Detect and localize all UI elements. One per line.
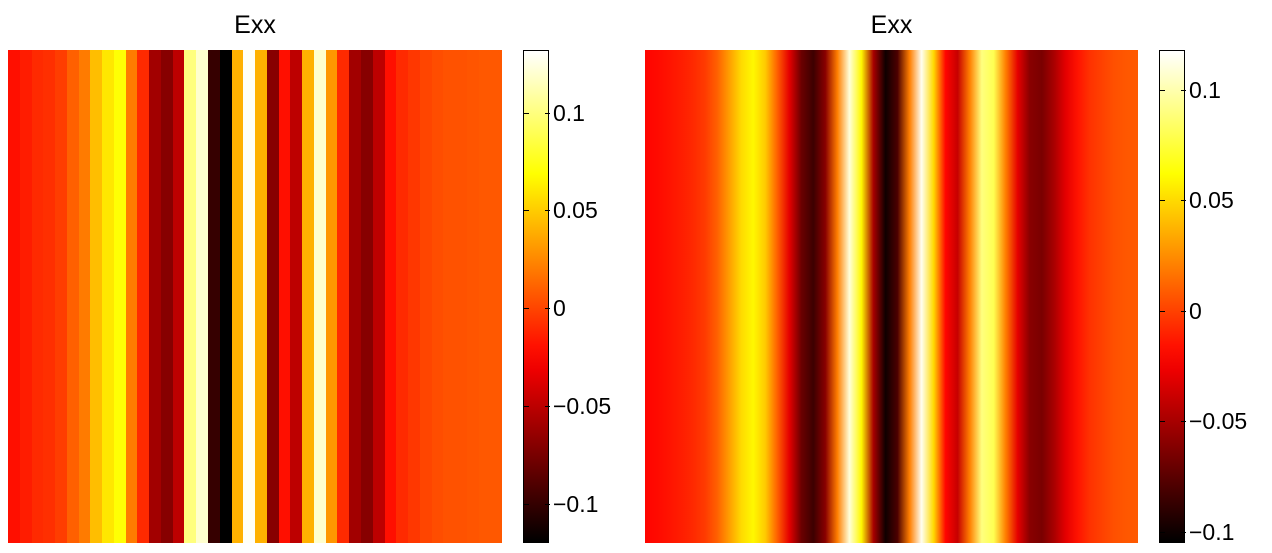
colorbar-tick-label: −0.05 [1189,408,1248,435]
heatmap-column [19,50,32,543]
heatmap-column [184,50,197,543]
heatmap-column [66,50,79,543]
heatmap-column [31,50,44,543]
heatmap-column [149,50,161,543]
heatmap-column [290,50,303,543]
heatmap-column [90,50,103,543]
heatmap-column [455,50,467,543]
heatmap-column [160,50,173,543]
heatmap-column [243,50,256,543]
colorbar-tick-label: −0.1 [553,490,599,517]
heatmap-column [208,50,220,543]
heatmap-column [196,50,209,543]
colorbar-tick-label: 0 [553,295,566,322]
heatmap-column [55,50,67,543]
right-panel: Exx −0.1 −0.05 0 0.05 0.1 [636,0,1272,553]
right-colorbar [1159,50,1186,543]
heatmap-column [349,50,361,543]
heatmap-column [302,50,314,543]
heatmap-column [384,50,397,543]
left-chart-title: Exx [234,11,276,39]
heatmap-column [478,50,491,543]
heatmap-column [125,50,138,543]
colorbar-tick-label: −0.1 [1189,518,1235,545]
heatmap-column [443,50,456,543]
right-chart-title: Exx [870,11,913,39]
heatmap-column [8,50,20,543]
colorbar-tick-label: 0.05 [553,197,598,224]
heatmap-column [360,50,373,543]
heatmap-column [431,50,444,543]
colorbar-tick-label: 0.1 [553,99,585,126]
left-panel: Exx −0.1 −0.05 0 0.05 0.1 [8,11,612,543]
colorbar-tick-label: 0.05 [1189,187,1234,214]
colorbar-tick-label: 0 [1189,297,1202,324]
heatmap-column [490,50,503,543]
heatmap-column [278,50,291,543]
heatmap-column [231,50,244,543]
heatmap-column [102,50,114,543]
heatmap-column [255,50,267,543]
left-colorbar [523,50,550,543]
left-heatmap [8,50,503,543]
heatmap-column [337,50,350,543]
heatmap-column [78,50,91,543]
heatmap-column [419,50,432,543]
heatmap-column [313,50,326,543]
colorbar-tick-label: 0.1 [1189,76,1221,103]
heatmap-field [645,50,1138,543]
heatmap-column [219,50,232,543]
heatmap-column [325,50,338,543]
heatmap-column [137,50,150,543]
heatmap-column [43,50,56,543]
heatmap-column [172,50,185,543]
heatmap-column [408,50,420,543]
colorbar-tick-label: −0.05 [553,393,612,420]
heatmap-column [372,50,385,543]
heatmap-column [466,50,479,543]
heatmap-column [396,50,409,543]
heatmap-column [113,50,126,543]
right-heatmap [645,50,1138,543]
heatmap-column [266,50,279,543]
